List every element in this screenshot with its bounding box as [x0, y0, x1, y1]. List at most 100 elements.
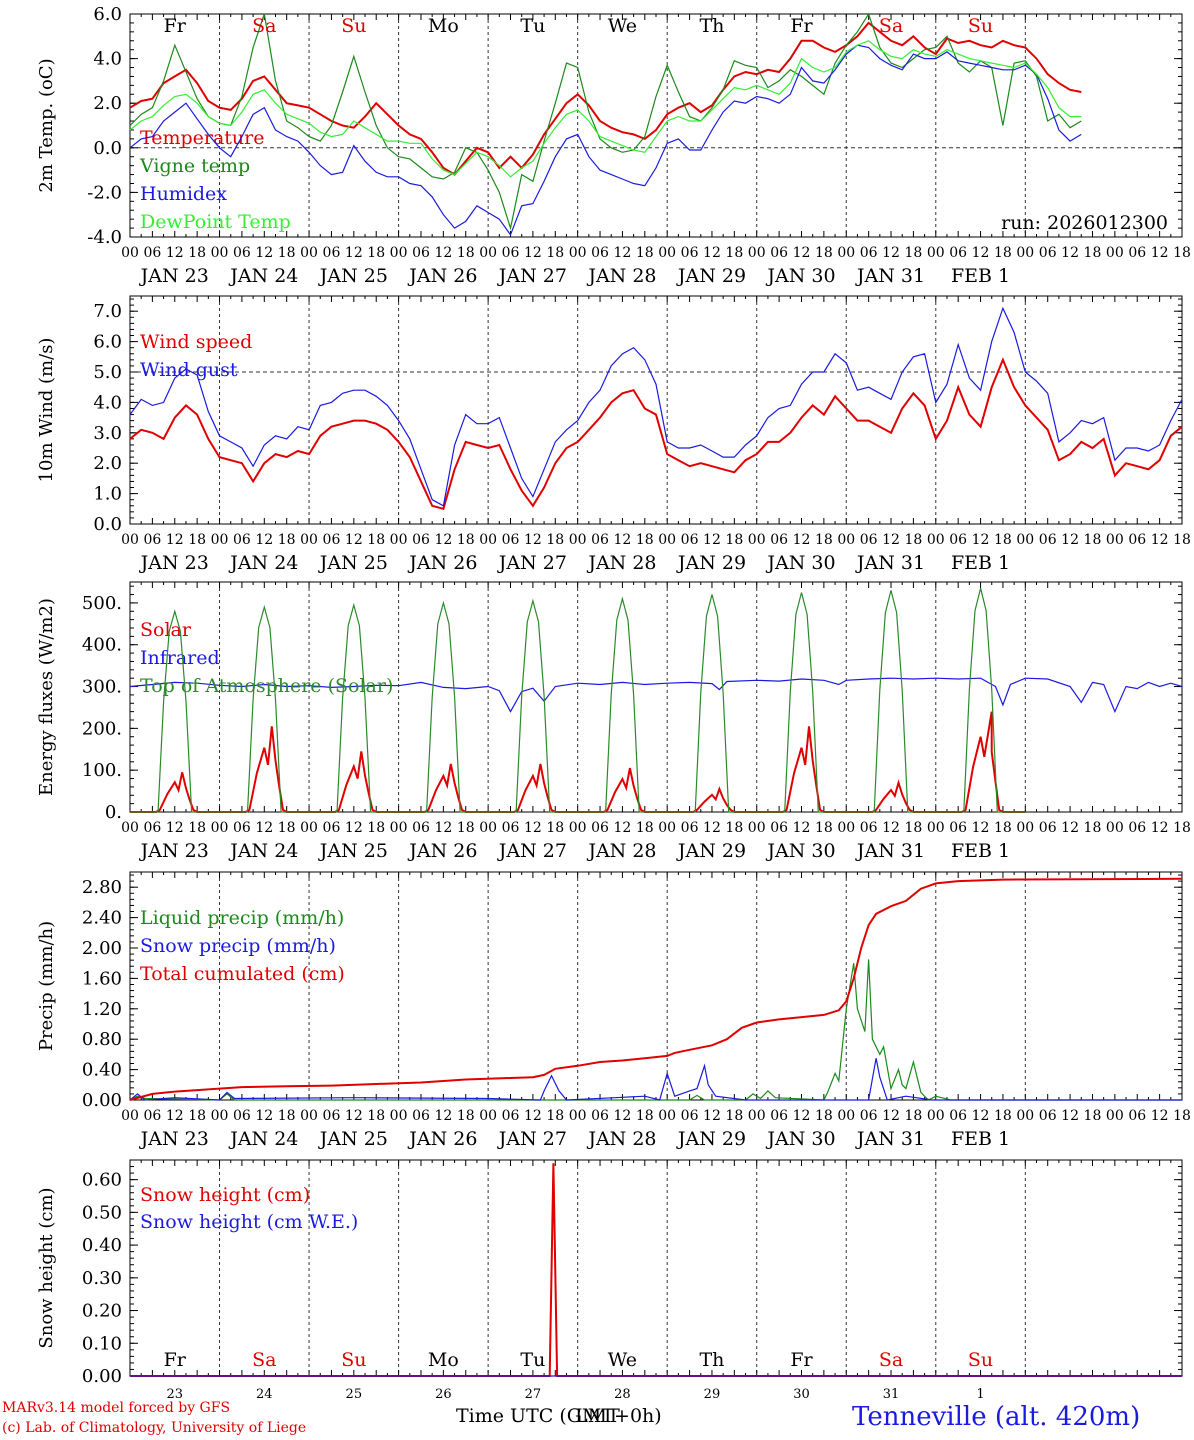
- hour-tick-label: 18: [725, 1108, 743, 1124]
- hour-tick-label: 12: [434, 1108, 452, 1124]
- hour-tick-label: 06: [949, 1108, 967, 1124]
- date-label: JAN 28: [586, 840, 656, 862]
- hour-tick-label: 00: [300, 1108, 318, 1124]
- hour-tick-label: 18: [815, 1108, 833, 1124]
- legend-snow-height-cm-: Snow height (cm): [140, 1184, 310, 1206]
- y-tick-label: 5.0: [93, 362, 122, 383]
- legend-humidex: Humidex: [140, 183, 227, 205]
- hour-tick-label: 06: [1039, 245, 1057, 261]
- day-number-label: 24: [256, 1387, 273, 1402]
- hour-tick-label: 12: [434, 532, 452, 548]
- y-tick-label: 200.: [82, 718, 122, 739]
- y-tick-label: 0.30: [82, 1268, 122, 1289]
- hour-tick-label: 06: [860, 1108, 878, 1124]
- hour-tick-label: 06: [143, 820, 161, 836]
- hour-tick-label: 18: [904, 820, 922, 836]
- hour-tick-label: 00: [479, 820, 497, 836]
- hour-tick-label: 18: [904, 532, 922, 548]
- hour-tick-label: 18: [546, 532, 564, 548]
- y-tick-label: 6.0: [93, 4, 122, 25]
- date-label: JAN 24: [228, 840, 298, 862]
- legend-dewpoint-temp: DewPoint Temp: [140, 211, 291, 233]
- hour-tick-label: 12: [1061, 245, 1079, 261]
- panel-precip: 2.80 2.40 2.00 1.60 1.20 0.80 0.40 0.00 Precip (…: [36, 871, 1191, 1150]
- hour-tick-label: 06: [502, 1108, 520, 1124]
- hour-tick-label: 18: [1084, 532, 1102, 548]
- series-vigne-temp: [129, 12, 1082, 231]
- hour-tick-label: 12: [255, 820, 273, 836]
- hour-tick-label: 12: [882, 1108, 900, 1124]
- hour-tick-label: 12: [345, 532, 363, 548]
- hour-tick-label: 18: [457, 820, 475, 836]
- hour-tick-label: 00: [569, 532, 587, 548]
- hour-tick-label: 06: [412, 532, 430, 548]
- hour-tick-label: 00: [569, 1108, 587, 1124]
- hour-tick-label: 06: [502, 245, 520, 261]
- hour-tick-label: 06: [681, 532, 699, 548]
- y-tick-label: 3.0: [93, 423, 122, 444]
- hour-tick-label: 18: [994, 820, 1012, 836]
- hour-tick-label: 06: [770, 820, 788, 836]
- date-label: JAN 30: [765, 840, 835, 862]
- panel-energy: 500. 400. 300. 200. 100. 0. Energy fluxes (W/m…: [36, 581, 1191, 862]
- hour-tick-label: 18: [636, 820, 654, 836]
- hour-tick-label: 00: [479, 532, 497, 548]
- y-tick-label: 6.0: [93, 332, 122, 353]
- y-tick-label: 100.: [82, 760, 122, 781]
- date-label: JAN 24: [228, 552, 298, 574]
- y-axis-title: 2m Temp. (oC): [36, 58, 57, 192]
- date-label: JAN 26: [407, 552, 477, 574]
- legend-solar: Solar: [140, 619, 192, 641]
- hour-tick-label: 00: [748, 532, 766, 548]
- hour-tick-label: 06: [860, 820, 878, 836]
- y-tick-label: 2.00: [82, 938, 122, 959]
- hour-tick-label: 00: [211, 1108, 229, 1124]
- series-humidex: [129, 44, 1082, 237]
- hour-tick-label: 00: [121, 1108, 139, 1124]
- hour-tick-label: 06: [502, 532, 520, 548]
- hour-tick-label: 18: [457, 532, 475, 548]
- hour-tick-label: 12: [882, 245, 900, 261]
- date-label: JAN 29: [676, 1128, 746, 1150]
- hour-tick-label: 12: [434, 245, 452, 261]
- date-label: FEB 1: [951, 552, 1010, 574]
- y-tick-label: 2.0: [93, 453, 122, 474]
- legend-temperature: Temperature: [140, 127, 264, 149]
- hour-tick-label: 00: [1106, 1108, 1124, 1124]
- hour-tick-label: 06: [591, 820, 609, 836]
- hour-tick-label: 12: [1061, 820, 1079, 836]
- hour-tick-label: 12: [1061, 1108, 1079, 1124]
- hour-tick-label: 18: [188, 245, 206, 261]
- hour-tick-label: 12: [972, 245, 990, 261]
- hour-tick-label: 06: [1039, 820, 1057, 836]
- hour-tick-label: 06: [681, 820, 699, 836]
- weekday-label: Su: [968, 15, 993, 37]
- hour-tick-label: 06: [1128, 532, 1146, 548]
- hour-tick-label: 12: [166, 532, 184, 548]
- hour-tick-label: 12: [1151, 820, 1169, 836]
- series-temperature: [129, 21, 1082, 176]
- y-tick-label: 0.0: [93, 514, 122, 535]
- hour-tick-label: 00: [121, 245, 139, 261]
- y-tick-label: 0.80: [82, 1029, 122, 1050]
- y-tick-label: 1.60: [82, 968, 122, 989]
- date-label: JAN 26: [407, 1128, 477, 1150]
- hour-tick-label: 00: [837, 532, 855, 548]
- date-label: JAN 23: [139, 840, 209, 862]
- date-label: JAN 25: [318, 1128, 388, 1150]
- hour-tick-label: 18: [1173, 532, 1191, 548]
- y-axis-title: 10m Wind (m/s): [36, 338, 57, 483]
- weekday-label: Su: [341, 1349, 366, 1371]
- legend-snow-height-cm-w-e-: Snow height (cm W.E.): [140, 1211, 358, 1233]
- hour-tick-label: 12: [255, 245, 273, 261]
- hour-tick-label: 06: [233, 532, 251, 548]
- hour-tick-label: 06: [412, 820, 430, 836]
- hour-tick-label: 12: [255, 532, 273, 548]
- day-number-label: 27: [525, 1387, 542, 1402]
- y-tick-label: 300.: [82, 677, 122, 698]
- hour-tick-label: 06: [233, 1108, 251, 1124]
- weekday-label: Sa: [879, 1349, 903, 1371]
- date-label: JAN 30: [765, 552, 835, 574]
- hour-tick-label: 00: [569, 245, 587, 261]
